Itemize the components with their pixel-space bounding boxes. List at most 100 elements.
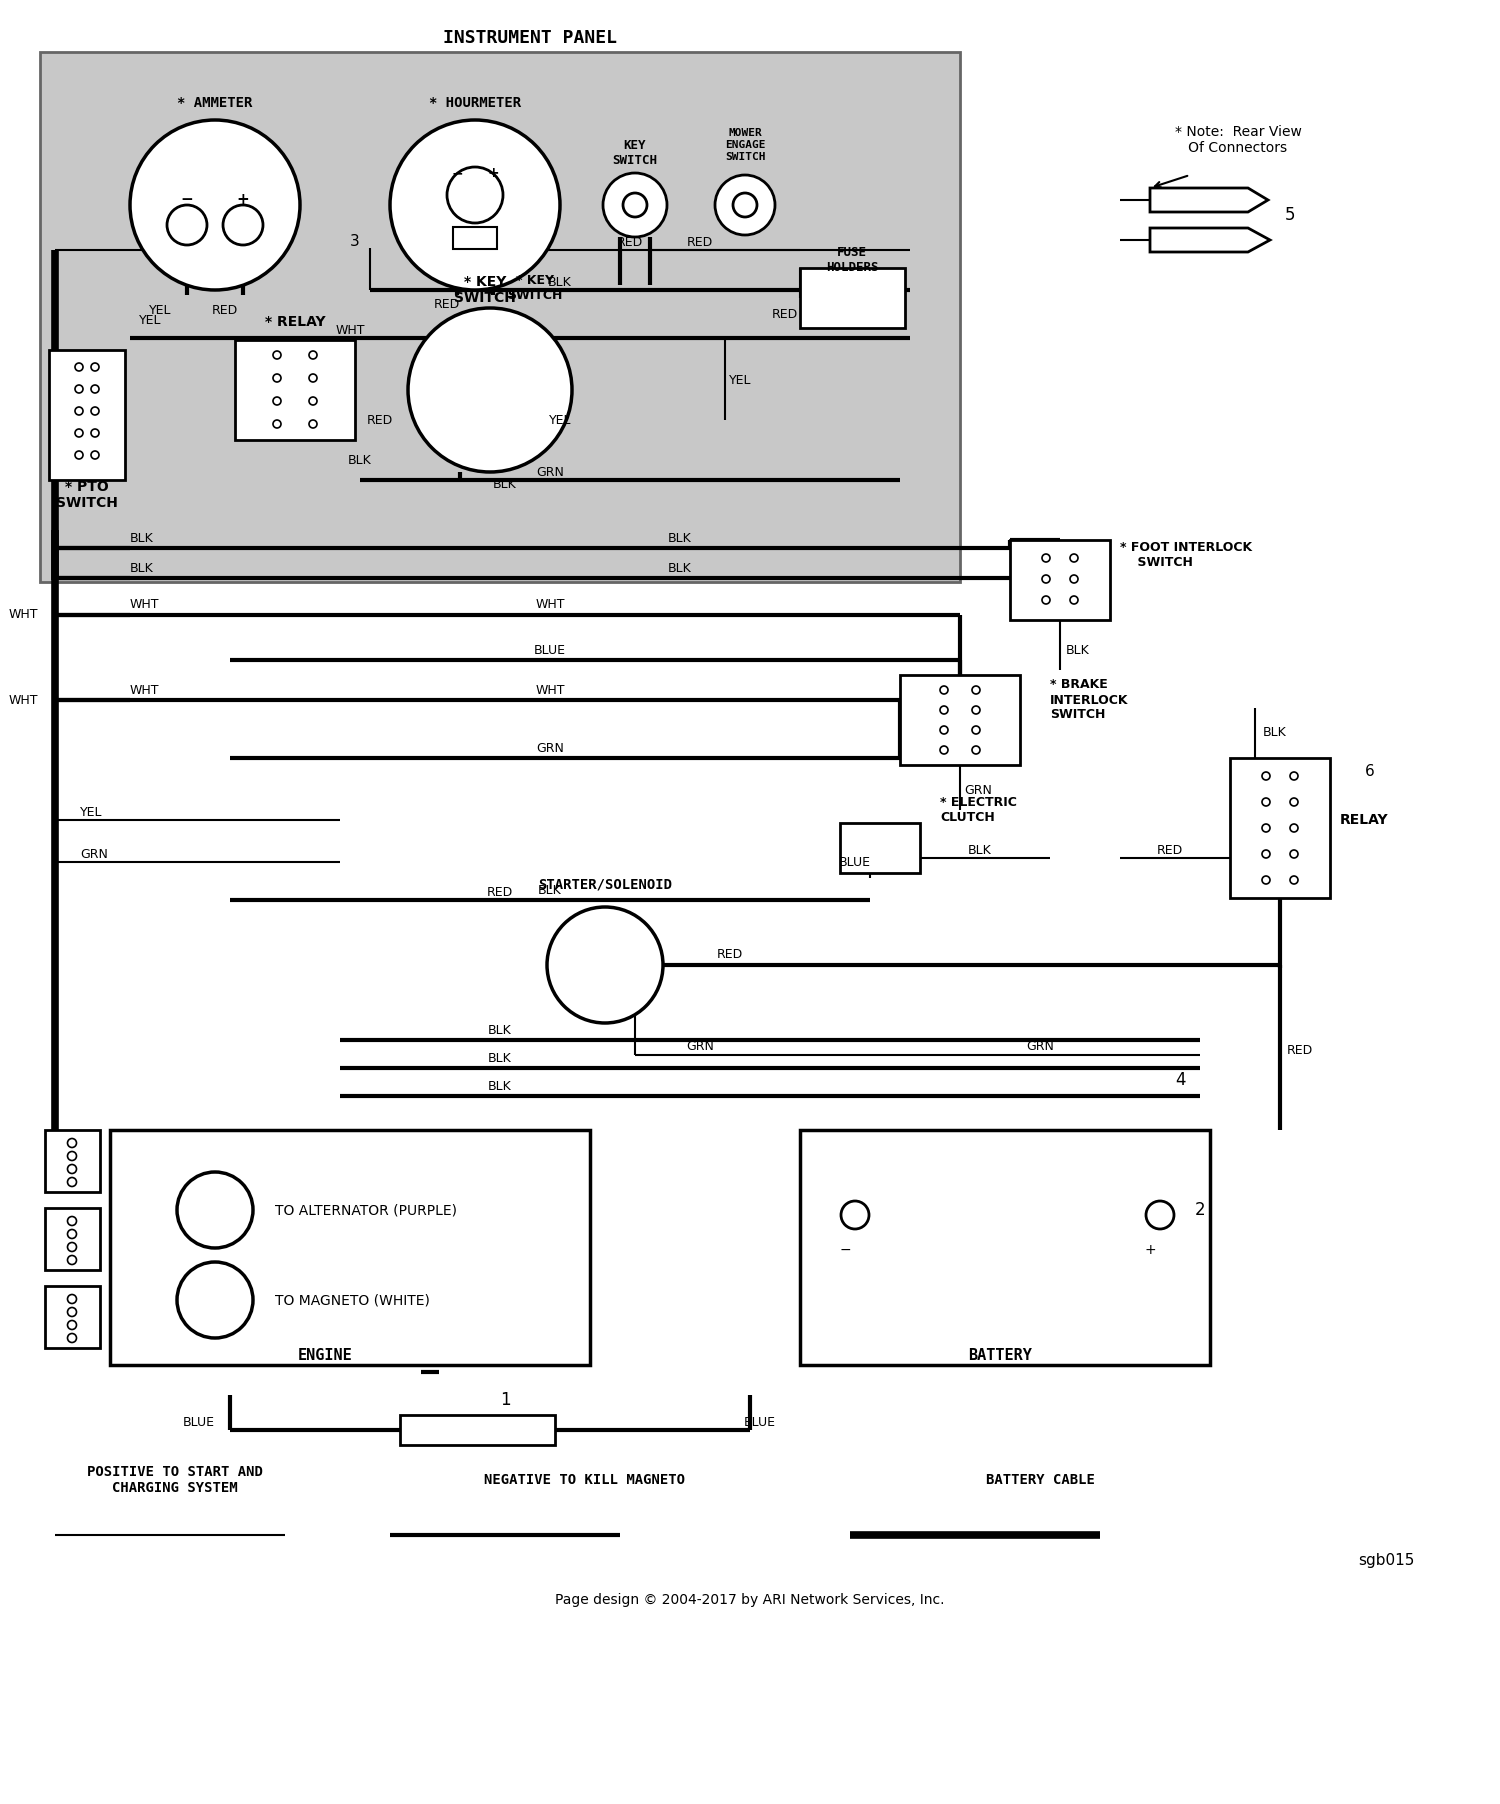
Text: WHT: WHT (336, 323, 364, 337)
Circle shape (75, 384, 82, 393)
Circle shape (75, 451, 82, 458)
Bar (236, 339, 356, 440)
Circle shape (273, 373, 280, 382)
Text: 2: 2 (1194, 1201, 1206, 1220)
Circle shape (177, 1263, 254, 1339)
Text: −: − (452, 166, 464, 180)
Circle shape (166, 206, 207, 245)
Circle shape (1290, 824, 1298, 832)
Text: INSTRUMENT PANEL: INSTRUMENT PANEL (442, 29, 616, 47)
Bar (110, 1129, 590, 1366)
Circle shape (842, 1201, 868, 1229)
Circle shape (1262, 850, 1270, 859)
Bar (50, 350, 124, 480)
Circle shape (940, 725, 948, 734)
Text: GRN: GRN (686, 1041, 714, 1054)
Text: RED: RED (1287, 1043, 1312, 1057)
Circle shape (1290, 850, 1298, 859)
Text: RED: RED (772, 308, 798, 321)
Text: TO MAGNETO (WHITE): TO MAGNETO (WHITE) (274, 1293, 430, 1308)
Text: RED: RED (717, 949, 742, 962)
Circle shape (68, 1230, 76, 1239)
Circle shape (75, 408, 82, 415)
Bar (45, 1209, 100, 1270)
Circle shape (1262, 824, 1270, 832)
Circle shape (273, 352, 280, 359)
Text: * KEY
SWITCH: * KEY SWITCH (454, 274, 516, 305)
Text: YEL: YEL (138, 314, 162, 327)
Circle shape (68, 1321, 76, 1330)
Circle shape (1262, 772, 1270, 779)
Text: BLK: BLK (548, 276, 572, 289)
Text: 4: 4 (1174, 1072, 1185, 1090)
Circle shape (940, 747, 948, 754)
Circle shape (940, 705, 948, 714)
Text: YEL: YEL (148, 303, 171, 316)
Circle shape (1042, 575, 1050, 583)
Text: YEL: YEL (549, 413, 572, 426)
Text: BLK: BLK (1263, 727, 1287, 740)
FancyBboxPatch shape (40, 52, 960, 583)
Circle shape (1262, 797, 1270, 806)
Circle shape (68, 1308, 76, 1317)
Polygon shape (1150, 227, 1270, 253)
Text: * Note:  Rear View
   Of Connectors: * Note: Rear View Of Connectors (1174, 124, 1302, 155)
Text: +: + (237, 193, 249, 207)
Text: BLK: BLK (494, 478, 517, 491)
Text: BLK: BLK (488, 1052, 512, 1064)
Circle shape (1070, 575, 1078, 583)
Text: BLK: BLK (130, 561, 153, 574)
Circle shape (68, 1256, 76, 1265)
Text: GRN: GRN (80, 848, 108, 861)
Text: BLK: BLK (968, 844, 992, 857)
Circle shape (68, 1295, 76, 1304)
Text: BLK: BLK (488, 1023, 512, 1037)
Text: * HOURMETER: * HOURMETER (429, 96, 520, 110)
Circle shape (309, 373, 316, 382)
Circle shape (1290, 877, 1298, 884)
Circle shape (309, 397, 316, 406)
Text: RED: RED (616, 236, 644, 249)
Text: +: + (1144, 1243, 1156, 1257)
Bar (1010, 539, 1110, 621)
Text: WHT: WHT (130, 684, 159, 696)
Text: TO ALTERNATOR (PURPLE): TO ALTERNATOR (PURPLE) (274, 1203, 458, 1218)
Circle shape (940, 686, 948, 695)
Circle shape (68, 1243, 76, 1252)
Text: BLK: BLK (130, 532, 153, 545)
Circle shape (390, 121, 560, 290)
Circle shape (1070, 554, 1078, 563)
Circle shape (716, 175, 776, 235)
Circle shape (130, 121, 300, 290)
Circle shape (68, 1151, 76, 1160)
Text: GRN: GRN (536, 465, 564, 478)
Circle shape (68, 1178, 76, 1187)
Text: BLUE: BLUE (839, 857, 872, 870)
Text: sgb015: sgb015 (1359, 1553, 1414, 1568)
Circle shape (1070, 595, 1078, 604)
Circle shape (273, 397, 280, 406)
Text: −: − (180, 193, 194, 207)
Bar (800, 1129, 1210, 1366)
Text: RED: RED (687, 236, 712, 249)
Text: GRN: GRN (964, 783, 992, 797)
Circle shape (177, 1173, 254, 1248)
Circle shape (603, 173, 668, 236)
Bar (45, 1286, 100, 1348)
Text: POSITIVE TO START AND
CHARGING SYSTEM: POSITIVE TO START AND CHARGING SYSTEM (87, 1465, 262, 1496)
Circle shape (734, 193, 758, 216)
Bar (453, 227, 497, 249)
Circle shape (548, 907, 663, 1023)
Circle shape (68, 1216, 76, 1225)
Circle shape (1290, 797, 1298, 806)
Circle shape (92, 429, 99, 437)
Text: 3: 3 (350, 235, 360, 249)
Text: RELAY: RELAY (1340, 814, 1389, 826)
Text: BATTERY: BATTERY (968, 1348, 1032, 1362)
Text: BLK: BLK (668, 561, 692, 574)
Circle shape (972, 747, 980, 754)
Circle shape (68, 1165, 76, 1173)
Text: RED: RED (368, 413, 393, 426)
Text: STARTER/SOLENOID: STARTER/SOLENOID (538, 879, 672, 891)
Text: WHT: WHT (130, 599, 159, 612)
